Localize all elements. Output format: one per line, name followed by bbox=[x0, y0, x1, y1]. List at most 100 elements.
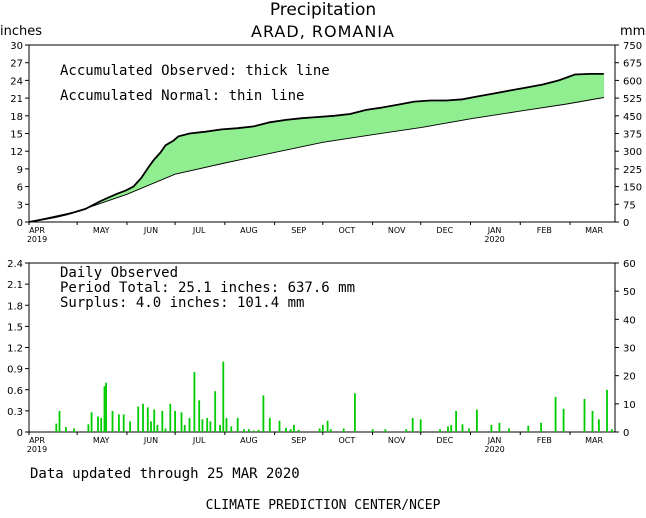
daily-bar bbox=[262, 395, 265, 432]
left-tick-label: 1.5 bbox=[7, 322, 23, 333]
daily-bar bbox=[222, 361, 225, 432]
daily-bar bbox=[461, 424, 464, 432]
daily-bar bbox=[164, 428, 167, 432]
x-tick-label: DEC bbox=[436, 436, 453, 445]
daily-bar bbox=[153, 409, 156, 432]
daily-bar bbox=[87, 424, 90, 432]
daily-bar bbox=[606, 389, 608, 433]
right-tick-label: 300 bbox=[623, 147, 642, 158]
daily-bar bbox=[554, 396, 557, 432]
daily-bar bbox=[122, 414, 125, 432]
x-tick-label: JAN bbox=[487, 226, 502, 235]
right-tick-label: 750 bbox=[623, 41, 642, 52]
right-tick-label: 0 bbox=[623, 218, 629, 229]
daily-bar bbox=[111, 410, 114, 432]
x-tick-year: 2020 bbox=[484, 235, 504, 244]
daily-bar bbox=[198, 400, 201, 432]
daily-bar bbox=[201, 419, 204, 432]
right-tick-label: 375 bbox=[623, 130, 642, 141]
data-updated-note: Data updated through 25 MAR 2020 bbox=[30, 466, 300, 482]
daily-bar bbox=[354, 393, 356, 432]
left-tick-label: 24 bbox=[10, 76, 23, 87]
left-tick-label: 2.4 bbox=[7, 259, 23, 270]
daily-bar bbox=[498, 422, 501, 432]
x-tick-label: AUG bbox=[240, 226, 258, 235]
daily-bar bbox=[591, 410, 594, 432]
normal-line bbox=[28, 97, 604, 223]
daily-bar bbox=[598, 419, 600, 432]
daily-bar bbox=[293, 425, 295, 432]
right-tick-label: 225 bbox=[623, 165, 642, 176]
x-tick-label: OCT bbox=[338, 226, 355, 235]
daily-bar bbox=[174, 410, 176, 432]
right-tick-label: 10 bbox=[623, 400, 636, 411]
daily-bar bbox=[150, 421, 152, 432]
daily-bar bbox=[236, 417, 239, 432]
daily-bar bbox=[321, 425, 324, 432]
right-tick-label: 600 bbox=[623, 76, 642, 87]
daily-bar bbox=[326, 420, 329, 432]
right-tick-label: 525 bbox=[623, 94, 642, 105]
daily-bar bbox=[371, 429, 374, 432]
left-tick-label: 18 bbox=[10, 112, 23, 123]
daily-bar bbox=[183, 425, 186, 432]
x-tick-label: SEP bbox=[291, 436, 306, 445]
x-tick-label: APR bbox=[29, 226, 45, 235]
x-tick-label: AUG bbox=[240, 436, 258, 445]
daily-bar bbox=[209, 421, 212, 432]
x-tick-year: 2019 bbox=[27, 235, 47, 244]
daily-bar bbox=[508, 428, 510, 432]
x-tick-label: MAY bbox=[93, 226, 110, 235]
daily-bar bbox=[447, 426, 449, 432]
left-tick-label: 9 bbox=[17, 165, 23, 176]
x-tick-label: JUL bbox=[192, 436, 206, 445]
left-tick-label: 3 bbox=[17, 200, 23, 211]
daily-bar bbox=[455, 410, 457, 432]
daily-bar bbox=[156, 425, 159, 432]
x-tick-year: 2019 bbox=[27, 445, 47, 454]
left-tick-label: 0.9 bbox=[7, 365, 23, 376]
left-tick-label: 2.1 bbox=[7, 280, 23, 291]
daily-bar bbox=[252, 430, 255, 432]
observed-line bbox=[28, 73, 604, 223]
legend-note: Accumulated Normal: thin line bbox=[60, 88, 304, 104]
daily-bar bbox=[278, 420, 281, 432]
daily-bar bbox=[419, 419, 422, 432]
right-tick-label: 75 bbox=[623, 200, 636, 211]
daily-bar bbox=[214, 391, 217, 432]
x-tick-label: APR bbox=[29, 436, 45, 445]
daily-bar bbox=[289, 429, 292, 432]
legend-note: Accumulated Observed: thick line bbox=[60, 63, 330, 79]
x-tick-label: SEP bbox=[291, 226, 306, 235]
daily-bar bbox=[342, 428, 345, 432]
daily-bar bbox=[146, 407, 149, 432]
x-tick-year: 2020 bbox=[484, 445, 504, 454]
daily-note: Daily Observed bbox=[60, 265, 178, 281]
daily-bar bbox=[142, 403, 144, 432]
agency-credit: CLIMATE PREDICTION CENTER/NCEP bbox=[205, 498, 441, 513]
daily-bar bbox=[583, 398, 586, 432]
left-tick-label: 0.3 bbox=[7, 407, 23, 418]
daily-bar bbox=[562, 408, 565, 432]
daily-bar bbox=[100, 417, 103, 432]
daily-bar bbox=[405, 429, 408, 432]
daily-bar bbox=[193, 372, 196, 432]
difference-fill bbox=[601, 73, 605, 99]
left-tick-label: 15 bbox=[10, 130, 23, 141]
daily-bar bbox=[169, 403, 172, 432]
chart-title: Precipitation bbox=[269, 0, 377, 20]
daily-bar bbox=[527, 425, 530, 432]
daily-bar bbox=[297, 429, 300, 432]
left-tick-label: 1.2 bbox=[7, 344, 23, 355]
daily-bar bbox=[384, 429, 387, 432]
left-tick-label: 30 bbox=[10, 41, 23, 52]
daily-bar bbox=[248, 429, 250, 432]
daily-bar bbox=[225, 417, 228, 432]
daily-bar bbox=[411, 417, 414, 432]
x-tick-label: JUN bbox=[143, 226, 158, 235]
x-tick-label: NOV bbox=[388, 226, 406, 235]
left-tick-label: 1.8 bbox=[7, 301, 23, 312]
daily-bar bbox=[97, 416, 99, 432]
left-tick-label: 0.6 bbox=[7, 386, 23, 397]
left-axis-unit: inches bbox=[0, 24, 43, 39]
